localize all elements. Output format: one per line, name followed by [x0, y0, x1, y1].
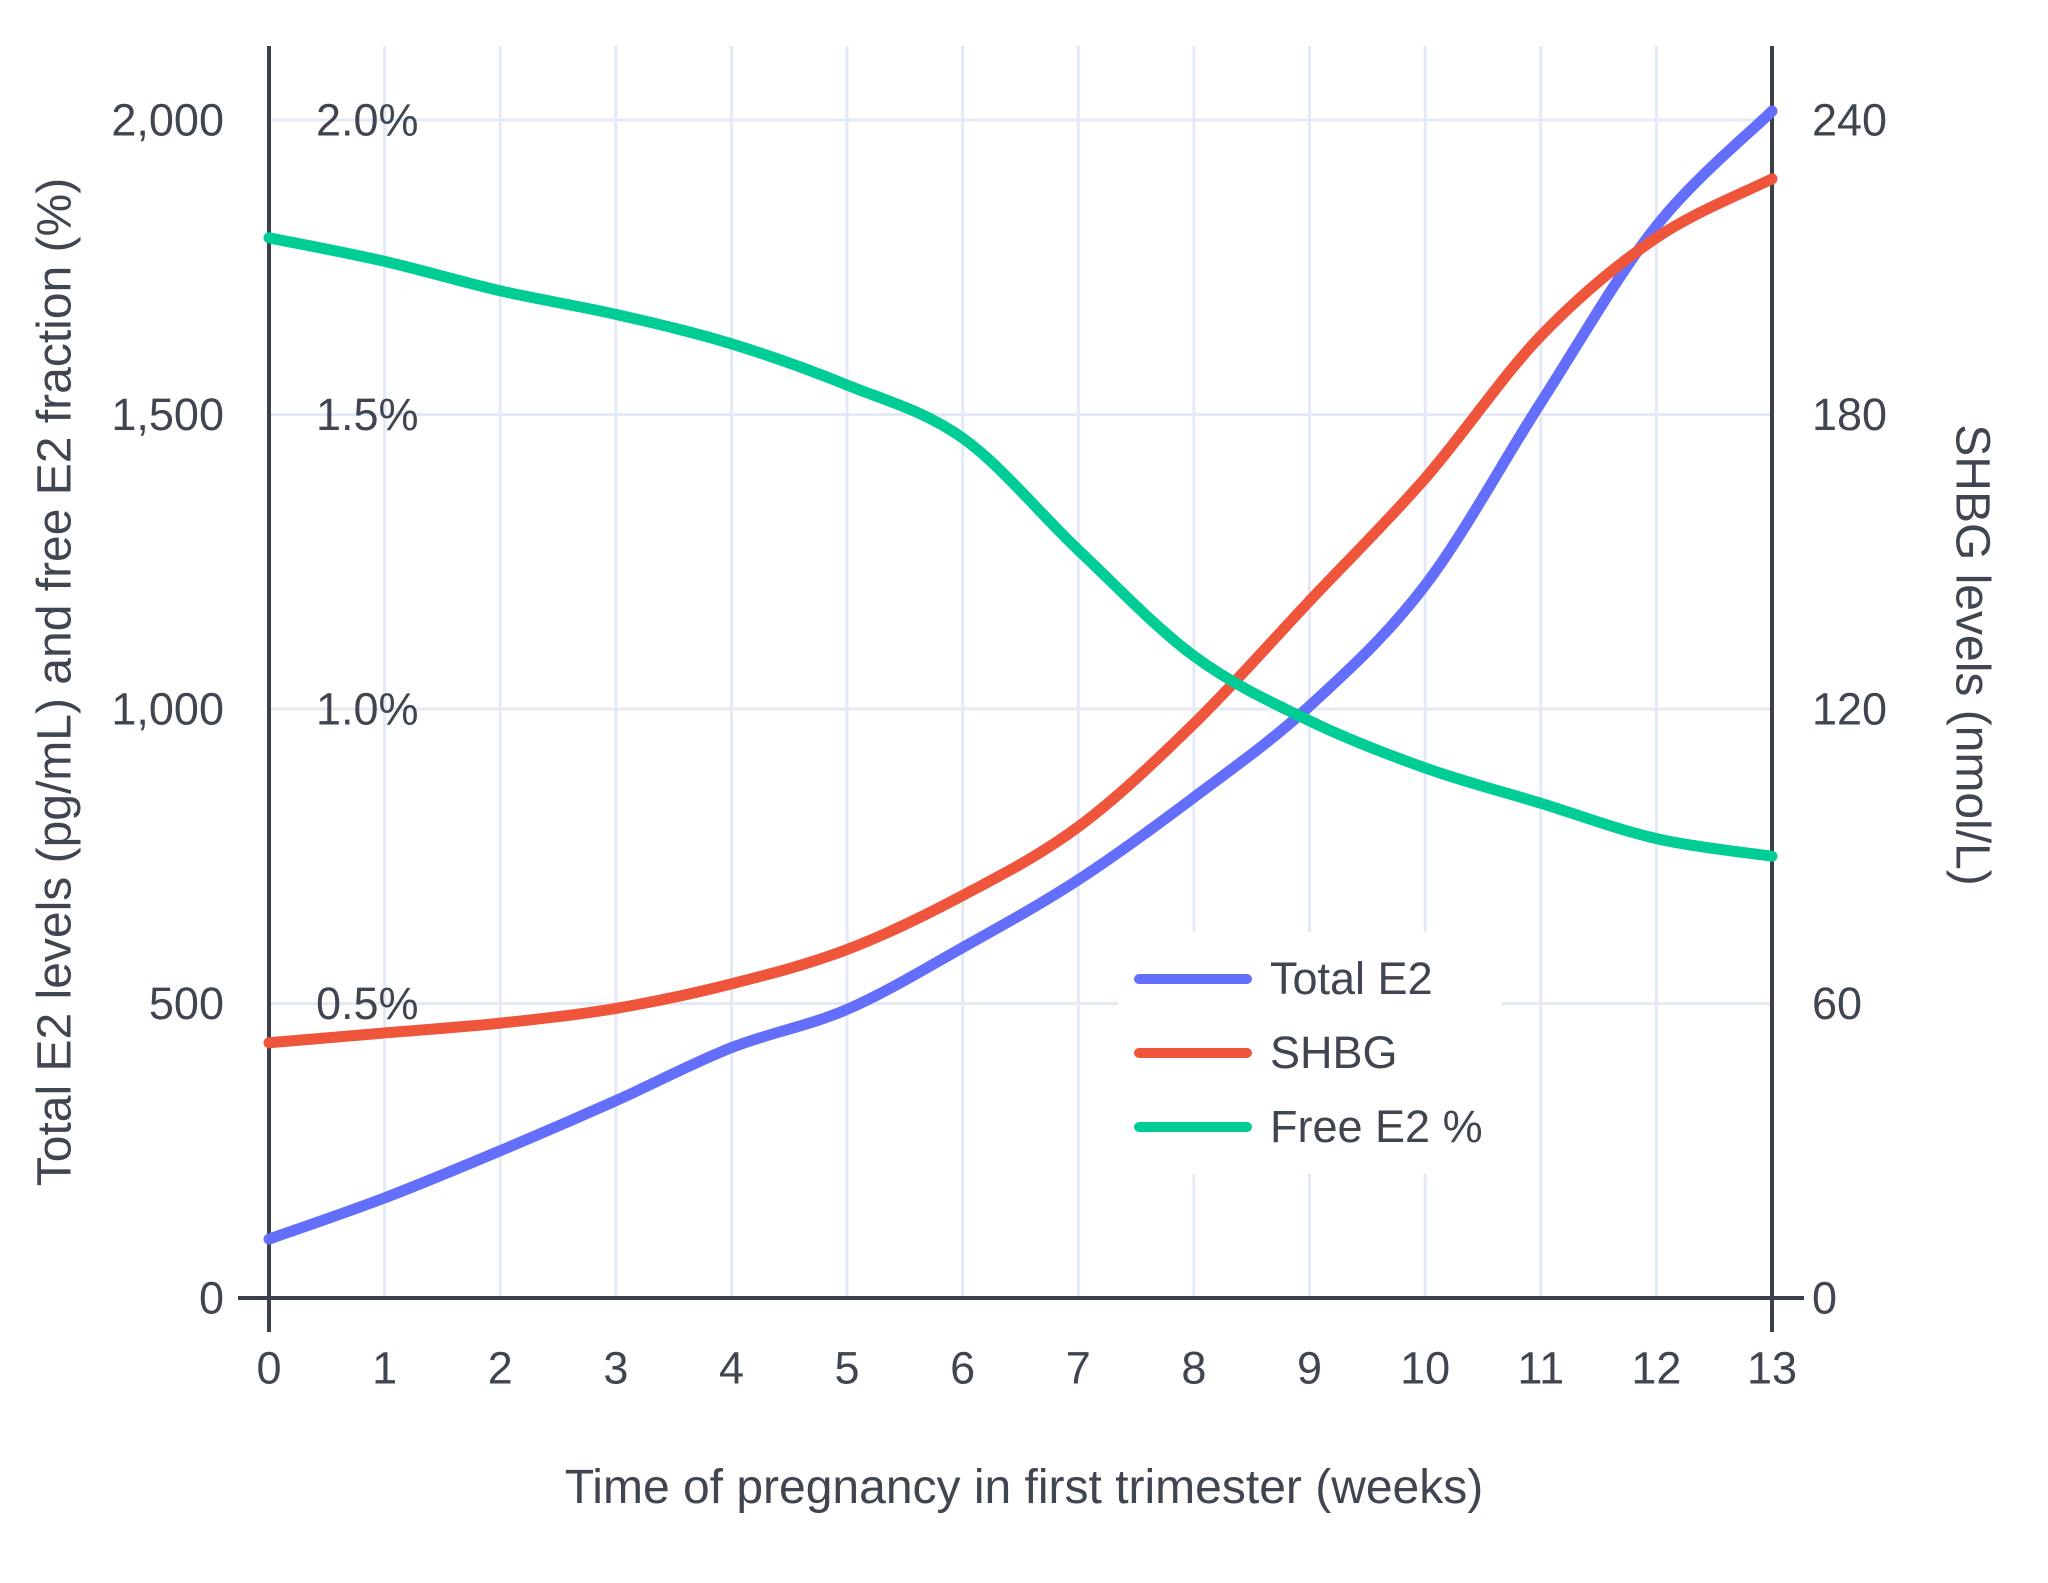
x-tick-label: 10 [1400, 1343, 1450, 1394]
y-left-tick-label: 500 [149, 978, 224, 1029]
x-tick-label: 5 [835, 1343, 860, 1394]
legend-label: Total E2 [1270, 953, 1433, 1004]
y-axis-left-title: Total E2 levels (pg/mL) and free E2 frac… [28, 177, 82, 1187]
y-right-tick-label: 120 [1812, 684, 1887, 735]
legend-swatch [1134, 1122, 1252, 1132]
series-line-total-e2 [263, 105, 1778, 1245]
series-line-shbg [263, 173, 1778, 1049]
y-left-tick-label: 0 [199, 1273, 224, 1324]
x-tick-label: 1 [372, 1343, 397, 1394]
x-tick-label: 7 [1066, 1343, 1091, 1394]
data-series [263, 105, 1778, 1245]
legend-item-free-e2-[interactable]: Free E2 % [1134, 1090, 1483, 1164]
legend: Total E2 SHBG Free E2 % [1118, 932, 1501, 1174]
y-percent-tick-label: 1.5% [316, 389, 419, 440]
legend-label: Free E2 % [1270, 1101, 1483, 1152]
y-right-tick-label: 240 [1812, 95, 1887, 146]
y-left-tick-label: 2,000 [111, 95, 224, 146]
tick-labels: 05001,0001,5002,0000.5%1.0%1.5%2.0%06012… [111, 95, 1887, 1394]
x-tick-label: 3 [603, 1343, 628, 1394]
y-percent-tick-label: 0.5% [316, 978, 419, 1029]
legend-label: SHBG [1270, 1027, 1398, 1078]
y-axis-right-title: SHBG levels (nmol/L) [1945, 424, 1999, 886]
y-right-tick-label: 0 [1812, 1273, 1837, 1324]
y-percent-tick-label: 2.0% [316, 95, 419, 146]
y-right-tick-label: 180 [1812, 389, 1887, 440]
x-tick-label: 8 [1181, 1343, 1206, 1394]
gridlines [269, 46, 1772, 1298]
y-left-tick-label: 1,500 [111, 389, 224, 440]
axes [238, 46, 1804, 1332]
series-line-free-e2- [263, 232, 1778, 862]
legend-swatch [1134, 1048, 1252, 1058]
legend-swatch [1134, 974, 1252, 984]
legend-item-total-e2[interactable]: Total E2 [1134, 942, 1483, 1016]
x-tick-label: 9 [1297, 1343, 1322, 1394]
y-right-tick-label: 60 [1812, 978, 1862, 1029]
x-tick-label: 11 [1517, 1343, 1564, 1394]
x-tick-label: 12 [1631, 1343, 1681, 1394]
x-axis-title: Time of pregnancy in first trimester (we… [564, 1461, 1484, 1514]
y-left-tick-label: 1,000 [111, 684, 224, 735]
x-tick-label: 2 [488, 1343, 513, 1394]
x-tick-label: 4 [719, 1343, 744, 1394]
legend-item-shbg[interactable]: SHBG [1134, 1016, 1483, 1090]
x-tick-label: 0 [256, 1343, 281, 1394]
x-tick-label: 13 [1747, 1343, 1797, 1394]
x-tick-label: 6 [950, 1343, 975, 1394]
y-percent-tick-label: 1.0% [316, 684, 419, 735]
